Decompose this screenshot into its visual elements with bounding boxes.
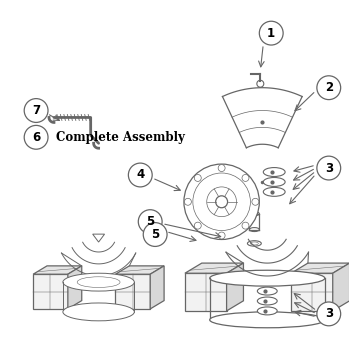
Text: 3: 3 <box>325 162 333 175</box>
Polygon shape <box>291 273 333 311</box>
Ellipse shape <box>77 277 120 287</box>
Circle shape <box>184 164 259 239</box>
Polygon shape <box>150 266 164 309</box>
Circle shape <box>317 76 341 100</box>
Circle shape <box>24 125 48 149</box>
Circle shape <box>194 174 201 181</box>
Polygon shape <box>226 263 244 311</box>
Circle shape <box>259 21 283 45</box>
Circle shape <box>242 174 249 181</box>
Circle shape <box>194 222 201 229</box>
Text: Complete Assembly: Complete Assembly <box>56 131 185 144</box>
Polygon shape <box>33 274 68 309</box>
Circle shape <box>24 99 48 122</box>
Ellipse shape <box>250 242 258 245</box>
Text: 1: 1 <box>267 27 275 40</box>
Ellipse shape <box>250 228 259 232</box>
Circle shape <box>143 223 167 246</box>
Text: 7: 7 <box>32 104 40 117</box>
Circle shape <box>218 232 225 239</box>
Ellipse shape <box>250 212 259 216</box>
Ellipse shape <box>257 287 277 295</box>
Ellipse shape <box>263 177 285 187</box>
Polygon shape <box>116 274 150 309</box>
Circle shape <box>218 164 225 172</box>
Polygon shape <box>185 273 226 311</box>
Circle shape <box>242 222 249 229</box>
Polygon shape <box>333 263 350 311</box>
Ellipse shape <box>63 303 134 321</box>
Ellipse shape <box>210 312 325 328</box>
Polygon shape <box>185 263 244 273</box>
Ellipse shape <box>63 273 134 291</box>
Circle shape <box>128 163 152 187</box>
Ellipse shape <box>247 241 261 246</box>
Circle shape <box>257 80 264 87</box>
Text: 5: 5 <box>146 215 154 228</box>
Circle shape <box>252 198 259 205</box>
Circle shape <box>207 187 237 217</box>
Ellipse shape <box>210 270 325 286</box>
Circle shape <box>138 210 162 233</box>
Text: 6: 6 <box>32 131 40 144</box>
Circle shape <box>317 302 341 326</box>
Text: 2: 2 <box>325 81 333 94</box>
Text: 3: 3 <box>325 307 333 320</box>
Ellipse shape <box>263 168 285 176</box>
Polygon shape <box>116 266 164 274</box>
Text: 5: 5 <box>151 228 159 241</box>
Ellipse shape <box>257 297 277 305</box>
Polygon shape <box>291 263 350 273</box>
Circle shape <box>317 156 341 180</box>
Polygon shape <box>33 266 82 274</box>
Ellipse shape <box>263 187 285 196</box>
Text: 4: 4 <box>136 168 145 182</box>
Circle shape <box>216 196 228 208</box>
Polygon shape <box>68 266 82 309</box>
Circle shape <box>193 173 250 231</box>
Circle shape <box>184 198 191 205</box>
Ellipse shape <box>257 307 277 315</box>
